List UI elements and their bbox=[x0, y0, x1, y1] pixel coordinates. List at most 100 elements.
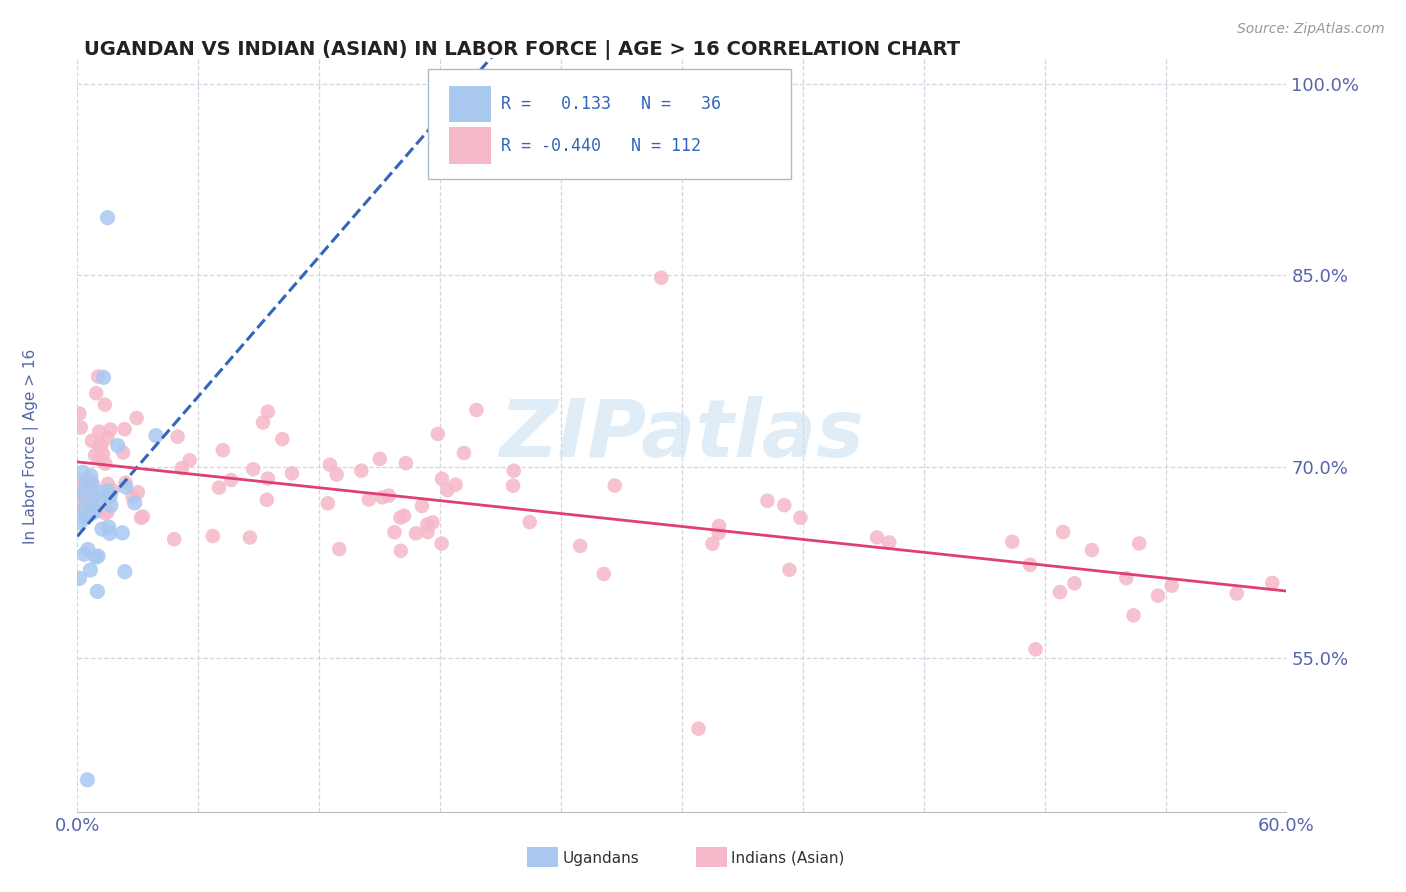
Point bbox=[502, 464, 524, 478]
Point bbox=[73, 547, 96, 561]
Point bbox=[94, 507, 117, 521]
Point bbox=[94, 457, 117, 471]
Point bbox=[444, 477, 467, 491]
Point bbox=[257, 472, 280, 486]
Point bbox=[89, 425, 111, 439]
Point bbox=[239, 531, 262, 545]
Point bbox=[1063, 576, 1085, 591]
Point bbox=[569, 539, 592, 553]
Point bbox=[73, 500, 96, 515]
Point bbox=[73, 510, 96, 524]
Point bbox=[252, 416, 274, 430]
Text: UGANDAN VS INDIAN (ASIAN) IN LABOR FORCE | AGE > 16 CORRELATION CHART: UGANDAN VS INDIAN (ASIAN) IN LABOR FORCE… bbox=[84, 40, 960, 60]
Text: R = -0.440   N = 112: R = -0.440 N = 112 bbox=[501, 137, 700, 155]
Point bbox=[69, 516, 91, 530]
Point bbox=[384, 525, 406, 540]
Point bbox=[100, 499, 122, 513]
Text: R =   0.133   N =   36: R = 0.133 N = 36 bbox=[501, 95, 720, 113]
Point bbox=[416, 524, 439, 539]
Point bbox=[170, 461, 193, 475]
Point bbox=[114, 475, 136, 490]
Point bbox=[69, 571, 91, 585]
Point bbox=[281, 467, 304, 481]
Point bbox=[1261, 575, 1284, 590]
Point bbox=[124, 496, 146, 510]
Point bbox=[121, 490, 143, 504]
Point bbox=[79, 482, 101, 496]
Point bbox=[201, 529, 224, 543]
Point bbox=[357, 492, 380, 507]
Point bbox=[368, 451, 391, 466]
Point bbox=[69, 420, 91, 434]
Point bbox=[242, 462, 264, 476]
Point bbox=[67, 476, 90, 491]
Point bbox=[83, 505, 105, 519]
Point bbox=[98, 526, 121, 541]
Point bbox=[114, 565, 136, 579]
Point bbox=[127, 485, 149, 500]
Point bbox=[392, 508, 415, 523]
Point bbox=[1081, 543, 1104, 558]
Point bbox=[319, 458, 342, 472]
Point bbox=[405, 526, 427, 541]
Point bbox=[1226, 586, 1249, 600]
Point bbox=[502, 479, 524, 493]
Text: Indians (Asian): Indians (Asian) bbox=[731, 851, 845, 865]
Point bbox=[603, 478, 626, 492]
Point bbox=[89, 439, 111, 453]
Text: ZIPatlas: ZIPatlas bbox=[499, 396, 865, 474]
Point bbox=[93, 370, 115, 384]
Point bbox=[436, 483, 458, 498]
Point bbox=[83, 500, 105, 515]
Point bbox=[112, 445, 135, 459]
Point bbox=[1122, 608, 1144, 623]
Point bbox=[91, 447, 114, 461]
Point bbox=[87, 549, 110, 563]
Bar bbox=[449, 128, 491, 163]
Point bbox=[328, 542, 350, 557]
Point bbox=[1019, 558, 1042, 572]
Point bbox=[111, 525, 134, 540]
Point bbox=[145, 428, 167, 442]
Point bbox=[67, 407, 90, 421]
Point bbox=[73, 484, 96, 499]
Point bbox=[76, 772, 98, 787]
Point bbox=[773, 498, 796, 512]
Text: Source: ZipAtlas.com: Source: ZipAtlas.com bbox=[1237, 22, 1385, 37]
Point bbox=[80, 495, 103, 509]
Point bbox=[1001, 534, 1024, 549]
Point bbox=[1128, 536, 1150, 550]
Point bbox=[75, 475, 97, 489]
Point bbox=[86, 584, 108, 599]
Point bbox=[80, 476, 103, 491]
Point bbox=[179, 453, 201, 467]
Point bbox=[77, 542, 100, 557]
Point bbox=[371, 491, 394, 505]
Point bbox=[107, 438, 129, 452]
Point bbox=[377, 489, 399, 503]
Point bbox=[208, 481, 231, 495]
Point bbox=[465, 403, 488, 417]
Point bbox=[132, 509, 155, 524]
Point bbox=[219, 473, 242, 487]
Point bbox=[430, 536, 453, 550]
Point bbox=[72, 491, 94, 505]
Point bbox=[100, 422, 122, 436]
Point bbox=[1025, 642, 1047, 657]
Point bbox=[90, 485, 112, 500]
Point bbox=[70, 488, 93, 502]
Point bbox=[97, 520, 120, 534]
Point bbox=[350, 464, 373, 478]
Point bbox=[87, 492, 110, 507]
Point bbox=[97, 477, 120, 491]
Point bbox=[325, 467, 347, 482]
Point bbox=[94, 398, 117, 412]
Point bbox=[80, 468, 103, 483]
Point bbox=[688, 722, 710, 736]
Point bbox=[1115, 571, 1137, 585]
Point bbox=[519, 515, 541, 529]
Point bbox=[866, 530, 889, 544]
Point bbox=[125, 411, 148, 425]
Point bbox=[89, 451, 111, 466]
Point bbox=[411, 499, 433, 513]
